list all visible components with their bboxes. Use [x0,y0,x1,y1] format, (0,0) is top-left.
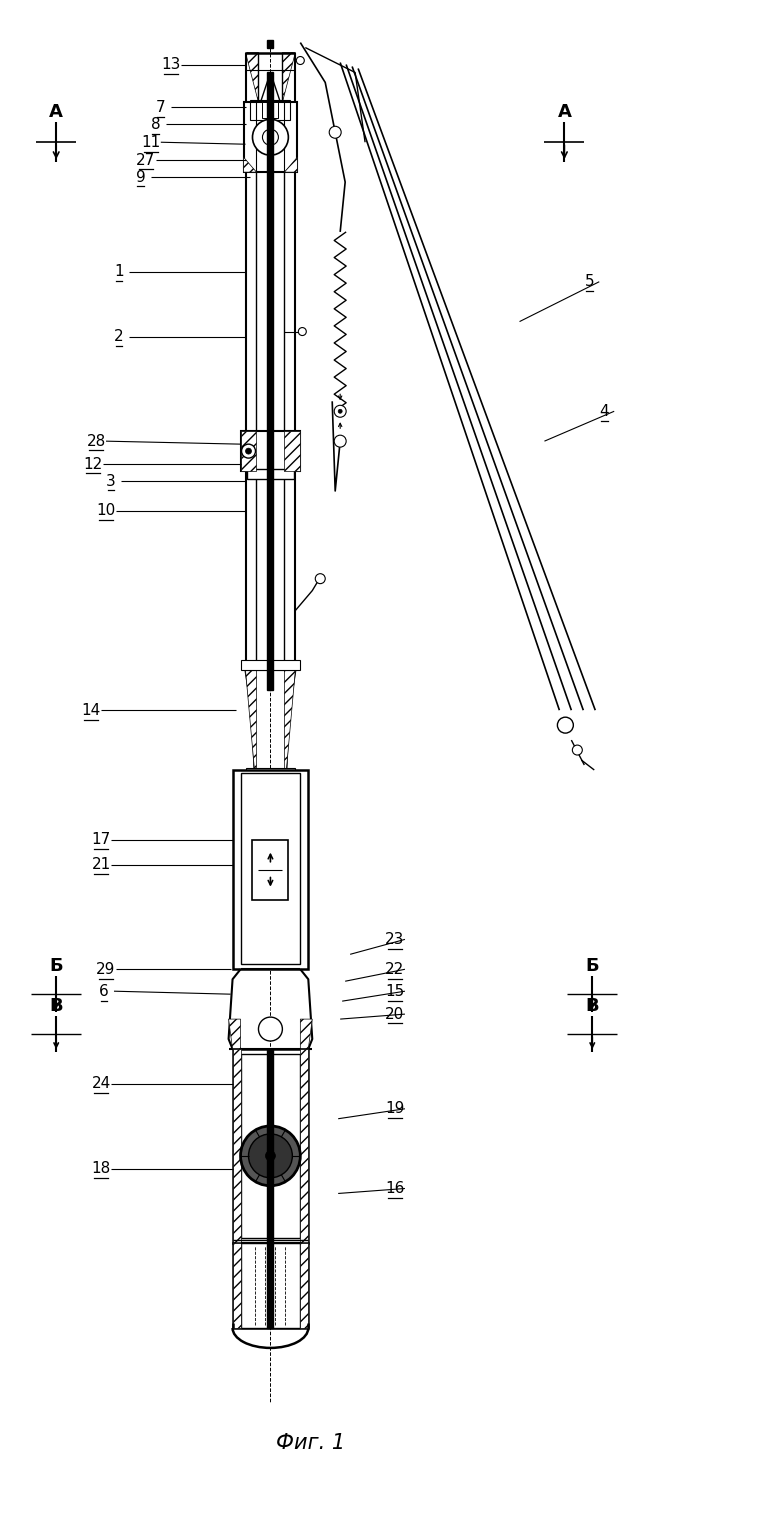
Text: 16: 16 [385,1181,405,1196]
Text: В: В [586,998,599,1014]
Circle shape [334,435,346,447]
Bar [232,1244,308,1328]
Polygon shape [282,52,296,103]
Circle shape [315,574,325,583]
Text: 20: 20 [385,1007,405,1022]
Bar [268,40,274,47]
Text: 27: 27 [136,153,155,168]
Text: 3: 3 [106,473,116,488]
Bar [262,103,278,118]
Text: 28: 28 [87,433,105,448]
Bar [268,1244,274,1328]
Bar [240,1244,300,1328]
Circle shape [265,1151,275,1161]
Text: 9: 9 [136,170,146,185]
Polygon shape [229,1019,240,1050]
Text: 15: 15 [385,984,405,999]
Text: 23: 23 [385,932,405,947]
Polygon shape [285,158,297,171]
Text: 14: 14 [81,702,101,718]
Text: 24: 24 [91,1077,111,1091]
Bar [246,470,294,479]
Text: 11: 11 [141,135,161,150]
Text: 21: 21 [91,857,111,872]
Polygon shape [240,431,257,471]
Text: Б: Б [49,958,63,975]
Bar [240,1054,300,1238]
Text: 12: 12 [83,456,103,471]
Circle shape [329,127,341,138]
Polygon shape [232,1244,240,1328]
Bar [268,72,274,690]
Text: 19: 19 [385,1102,405,1117]
Text: 18: 18 [91,1161,111,1177]
Circle shape [334,405,346,418]
Text: Б: Б [586,958,599,975]
Text: 6: 6 [99,984,109,999]
Circle shape [573,745,583,754]
Circle shape [249,1134,292,1178]
Text: 17: 17 [91,832,111,848]
Bar [253,840,289,900]
Text: A: A [49,104,63,121]
Bar [232,770,308,970]
Polygon shape [285,431,300,471]
Circle shape [558,718,573,733]
Polygon shape [232,1050,240,1244]
Polygon shape [246,52,258,103]
Circle shape [262,129,278,145]
Polygon shape [300,1050,308,1244]
Text: 5: 5 [584,274,594,289]
Text: 2: 2 [114,329,124,344]
Text: 22: 22 [385,962,405,976]
Polygon shape [300,1019,312,1050]
Text: 10: 10 [97,503,115,519]
Text: 7: 7 [156,99,165,115]
Circle shape [339,409,342,413]
Text: В: В [49,998,63,1014]
Text: A: A [558,104,571,121]
Text: 1: 1 [114,265,124,280]
Text: 4: 4 [599,404,609,419]
Polygon shape [243,158,257,171]
Circle shape [246,448,251,454]
Bar [240,661,300,670]
Polygon shape [246,670,257,770]
Text: Фиг. 1: Фиг. 1 [275,1432,345,1452]
Bar [240,773,300,964]
Circle shape [298,327,307,335]
Bar [232,1050,308,1244]
Text: 8: 8 [151,116,161,132]
Text: 29: 29 [96,962,115,976]
Bar [240,431,300,471]
Bar [243,103,297,171]
Circle shape [253,119,289,155]
Circle shape [296,57,304,64]
Bar [246,768,296,780]
Bar [250,101,290,121]
Text: 13: 13 [161,57,180,72]
Polygon shape [285,670,296,770]
Circle shape [242,444,256,457]
Polygon shape [300,1244,308,1328]
Circle shape [240,1126,300,1186]
Circle shape [258,1017,282,1040]
Bar [268,1050,274,1244]
